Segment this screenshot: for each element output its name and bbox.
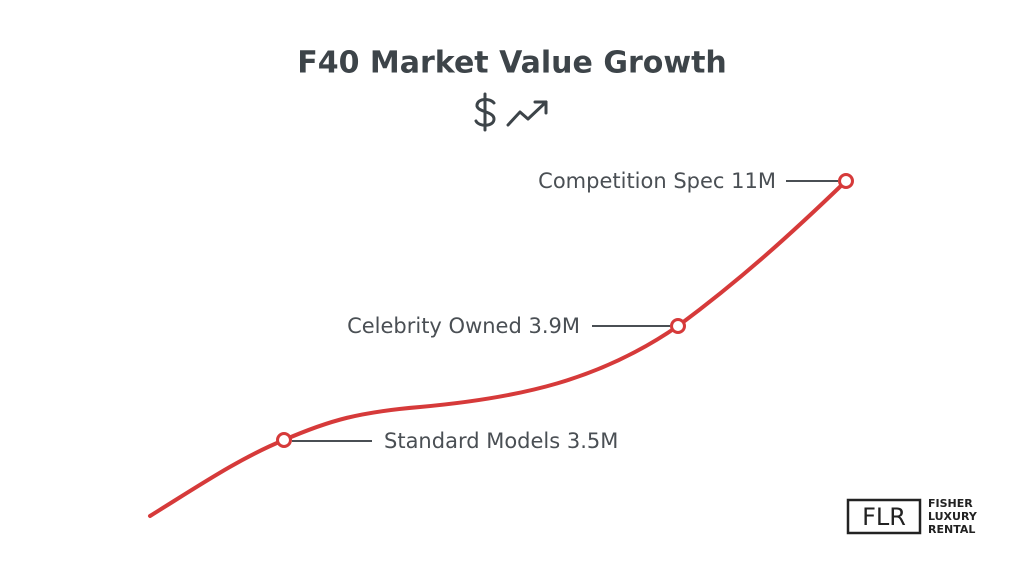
leader-lines	[292, 180, 838, 442]
growth-icon	[474, 92, 548, 132]
logo-mark: FLR	[862, 503, 906, 531]
milestone-dot	[838, 173, 854, 189]
milestone-label: Competition Spec 11M	[538, 169, 776, 193]
milestone-label: Standard Models 3.5M	[384, 429, 618, 453]
logo-text: LUXURY	[928, 510, 978, 523]
logo: FLR FISHER LUXURY RENTAL	[846, 497, 978, 536]
title: F40 Market Value Growth	[297, 46, 727, 81]
milestones	[276, 173, 854, 448]
growth-curve	[148, 179, 848, 518]
milestone-dot	[276, 432, 292, 448]
logo-text: FISHER	[928, 497, 973, 510]
logo-text: RENTAL	[928, 523, 975, 536]
logo-frame	[846, 498, 922, 535]
milestone-label: Celebrity Owned 3.9M	[347, 314, 580, 338]
milestone-dot	[670, 318, 686, 334]
